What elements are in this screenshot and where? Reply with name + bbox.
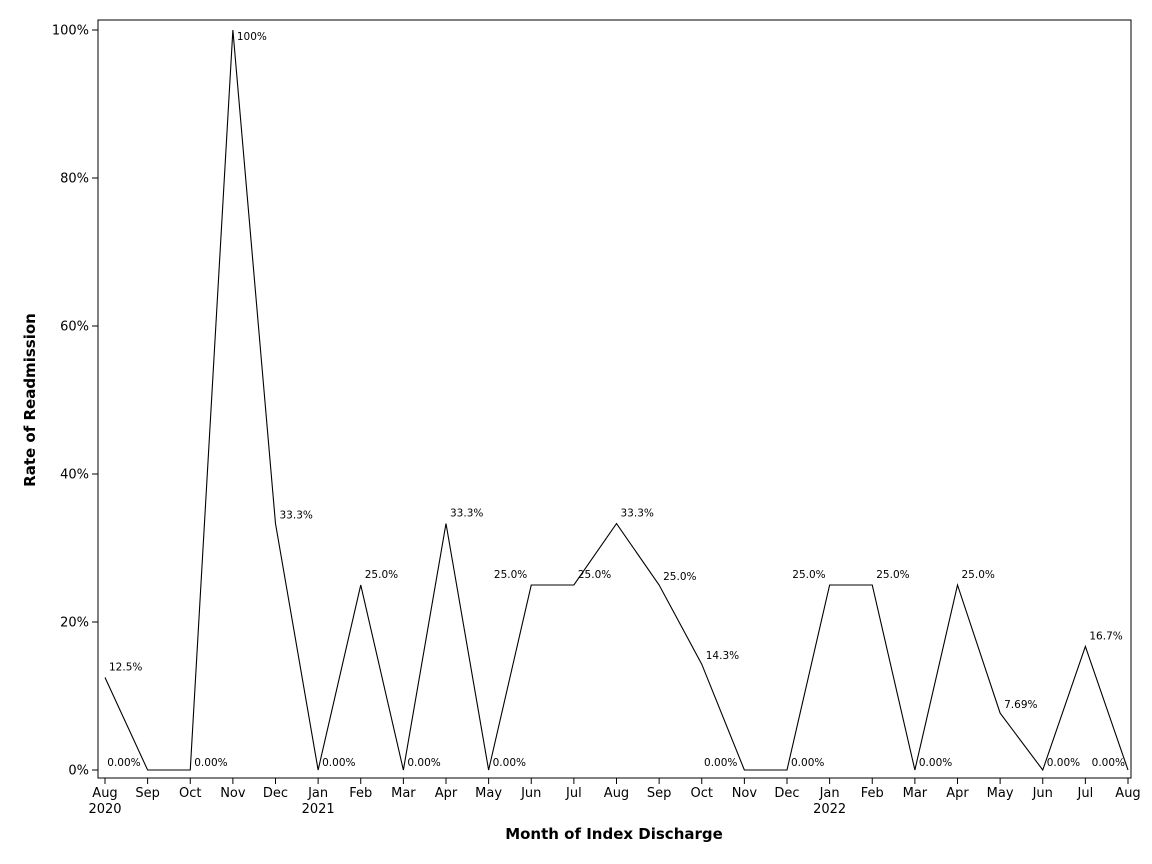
data-label: 0.00% [493, 757, 526, 769]
x-tick-label: Mar [903, 786, 928, 801]
x-tick-label: Feb [861, 786, 884, 801]
data-label: 0.00% [791, 757, 824, 769]
data-label: 25.0% [494, 569, 527, 581]
data-label: 25.0% [578, 569, 611, 581]
x-tick-label: Jul [1077, 786, 1094, 801]
x-year-label: 2021 [302, 802, 335, 817]
data-label: 25.0% [663, 571, 696, 583]
x-tick-label: Apr [946, 786, 969, 801]
x-tick-label: Jan [819, 786, 840, 801]
y-tick-label: 60% [60, 320, 89, 335]
x-tick-label: Nov [732, 786, 758, 801]
x-tick-label: Dec [263, 786, 288, 801]
y-tick-label: 80% [60, 172, 89, 187]
plot-frame [97, 19, 1132, 779]
data-label: 0.00% [194, 757, 227, 769]
x-year-label: 2020 [88, 802, 121, 817]
x-tick-label: Sep [647, 786, 672, 801]
x-tick-label: Jul [565, 786, 582, 801]
x-tick-label: Apr [435, 786, 458, 801]
data-label: 100% [237, 31, 267, 43]
data-label: 12.5% [109, 662, 142, 674]
x-tick-label: Aug [92, 786, 117, 801]
data-label: 33.3% [280, 510, 313, 522]
data-label: 0.00% [1092, 757, 1125, 769]
series-line [104, 29, 1129, 772]
data-label: 7.69% [1004, 699, 1037, 711]
x-tick-label: Nov [220, 786, 246, 801]
series-group [104, 29, 1129, 772]
data-label: 25.0% [962, 569, 995, 581]
x-tick-label: May [987, 786, 1014, 801]
x-tick-label: Jun [1032, 786, 1053, 801]
y-tick-label: 40% [60, 468, 89, 483]
x-year-label: 2022 [813, 802, 846, 817]
x-axis-title: Month of Index Discharge [505, 825, 723, 843]
data-label: 25.0% [792, 569, 825, 581]
data-labels-group: 12.5% 0.00% 0.00% 100% 33.3% 0.00% 25.0% 0.00% 3… [107, 31, 1125, 769]
x-tick-label: Jun [520, 786, 541, 801]
data-label: 25.0% [876, 569, 909, 581]
y-tick-label: 20% [60, 616, 89, 631]
data-label: 0.00% [919, 757, 952, 769]
x-axis: Aug Sep Oct Nov Dec Jan Feb Mar Apr May Jun Jul Aug S… [88, 778, 1141, 817]
x-tick-label: Oct [691, 786, 713, 801]
x-tick-label: Jan [307, 786, 328, 801]
data-label: 14.3% [706, 650, 739, 662]
data-label: 33.3% [450, 508, 483, 520]
data-label: 25.0% [365, 569, 398, 581]
y-tick-label: 100% [52, 24, 89, 39]
x-tick-label: Sep [135, 786, 160, 801]
x-tick-label: Dec [774, 786, 799, 801]
y-tick-label: 0% [68, 764, 89, 779]
data-label: 0.00% [1047, 757, 1080, 769]
y-axis-title: Rate of Readmission [21, 313, 39, 487]
x-tick-label: Aug [1115, 786, 1140, 801]
x-tick-label: Oct [179, 786, 201, 801]
data-label: 33.3% [621, 508, 654, 520]
data-label: 0.00% [322, 757, 355, 769]
x-tick-label: May [475, 786, 502, 801]
x-tick-label: Mar [391, 786, 416, 801]
x-tick-label: Feb [349, 786, 372, 801]
data-label: 0.00% [107, 757, 140, 769]
data-label: 0.00% [407, 757, 440, 769]
x-tick-label: Aug [604, 786, 629, 801]
y-axis: 0% 20% 40% 60% 80% 100% [52, 24, 98, 779]
data-label: 0.00% [704, 757, 737, 769]
data-label: 16.7% [1089, 630, 1122, 642]
